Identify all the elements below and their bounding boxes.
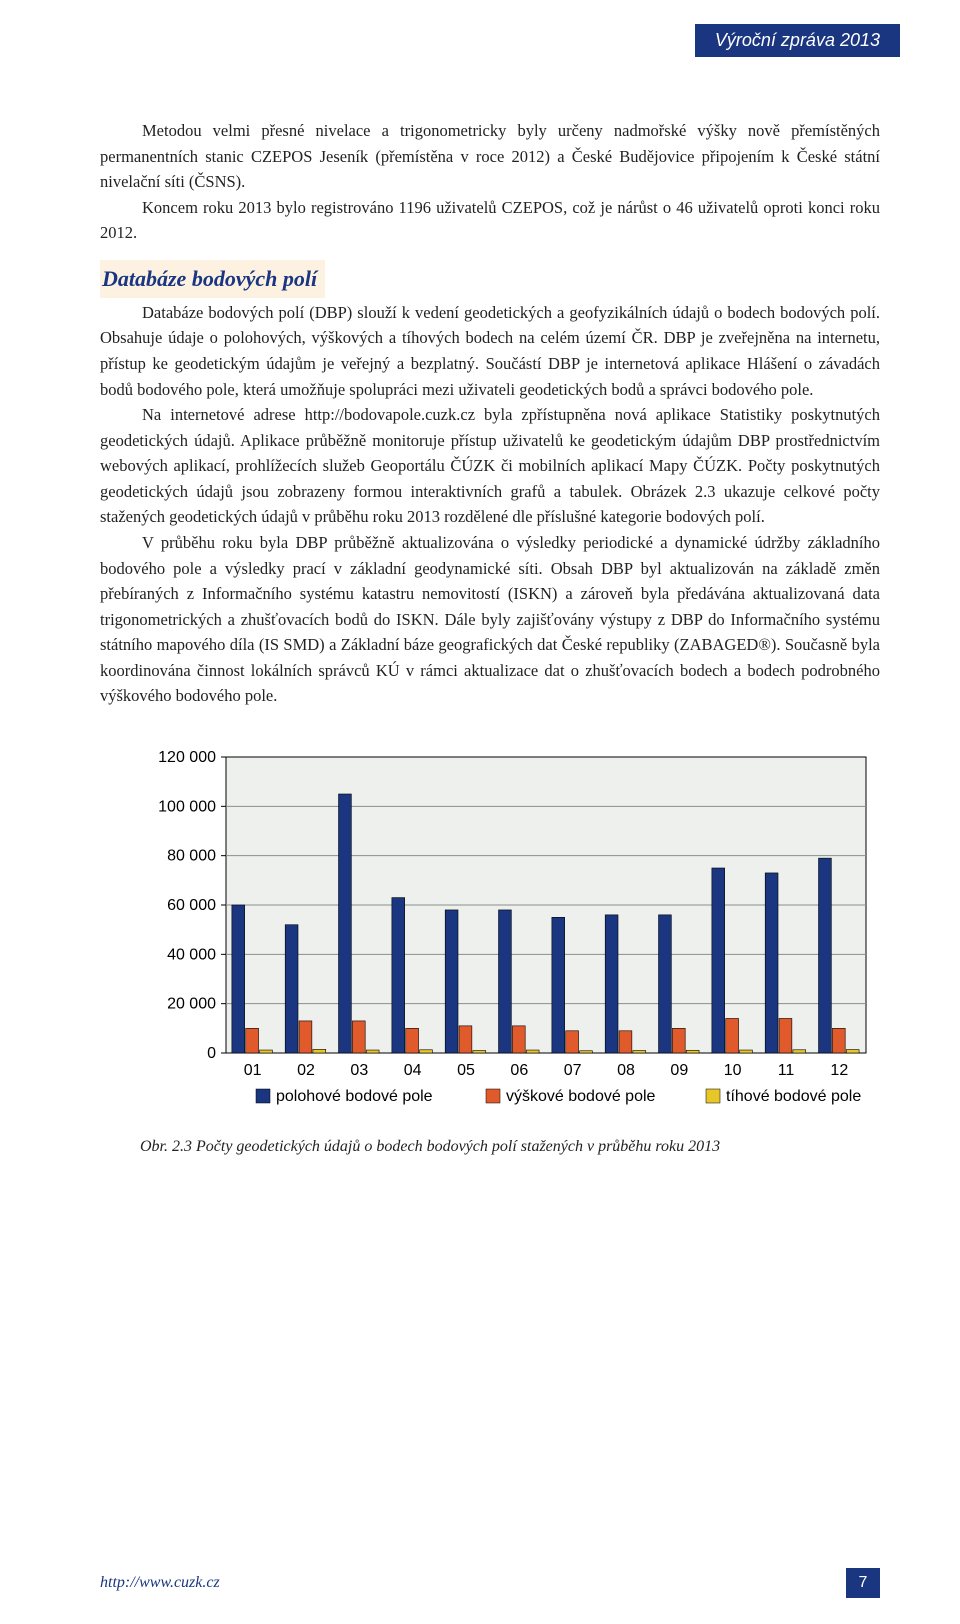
svg-text:12: 12 xyxy=(830,1062,848,1079)
svg-text:08: 08 xyxy=(617,1062,635,1079)
paragraph-4: Na internetové adrese http://bodovapole.… xyxy=(100,402,880,530)
svg-text:01: 01 xyxy=(244,1062,262,1079)
svg-text:02: 02 xyxy=(297,1062,315,1079)
paragraph-3: Databáze bodových polí (DBP) slouží k ve… xyxy=(100,300,880,402)
paragraph-5: V průběhu roku byla DBP průběžně aktuali… xyxy=(100,530,880,709)
svg-text:80 000: 80 000 xyxy=(167,848,216,865)
svg-text:40 000: 40 000 xyxy=(167,946,216,963)
section-heading: Databáze bodových polí xyxy=(100,260,325,298)
svg-text:10: 10 xyxy=(724,1062,742,1079)
svg-text:0: 0 xyxy=(207,1045,216,1062)
paragraph-2: Koncem roku 2013 bylo registrováno 1196 … xyxy=(100,195,880,246)
body-text: Metodou velmi přesné nivelace a trigonom… xyxy=(100,118,880,709)
footer-url: http://www.cuzk.cz xyxy=(100,1574,220,1592)
chart-container: 0 20 000 40 000 60 000 80 000 100 000 120 000 0… xyxy=(140,743,870,1128)
chart-caption: Obr. 2.3 Počty geodetických údajů o bode… xyxy=(140,1138,880,1156)
svg-text:tíhové bodové pole: tíhové bodové pole xyxy=(726,1088,861,1105)
svg-text:120 000: 120 000 xyxy=(158,749,216,766)
ribbon-text: Výroční zpráva 2013 xyxy=(715,30,880,50)
svg-text:03: 03 xyxy=(350,1062,368,1079)
paragraph-1: Metodou velmi přesné nivelace a trigonom… xyxy=(100,118,880,195)
svg-text:60 000: 60 000 xyxy=(167,897,216,914)
footer-page-number: 7 xyxy=(846,1568,880,1598)
svg-text:09: 09 xyxy=(670,1062,688,1079)
svg-text:04: 04 xyxy=(404,1062,422,1079)
svg-text:polohové bodové pole: polohové bodové pole xyxy=(276,1088,433,1105)
bar-chart: 0 20 000 40 000 60 000 80 000 100 000 120 000 0… xyxy=(140,743,880,1123)
svg-text:05: 05 xyxy=(457,1062,475,1079)
svg-text:100 000: 100 000 xyxy=(158,798,216,815)
page-ribbon: Výroční zpráva 2013 xyxy=(695,24,900,57)
svg-text:06: 06 xyxy=(510,1062,528,1079)
page: Výroční zpráva 2013 Metodou velmi přesné… xyxy=(0,0,960,1624)
svg-text:výškové bodové pole: výškové bodové pole xyxy=(506,1088,656,1105)
page-footer: http://www.cuzk.cz 7 xyxy=(100,1568,880,1598)
svg-text:20 000: 20 000 xyxy=(167,996,216,1013)
svg-text:11: 11 xyxy=(778,1062,795,1079)
svg-text:07: 07 xyxy=(564,1062,582,1079)
